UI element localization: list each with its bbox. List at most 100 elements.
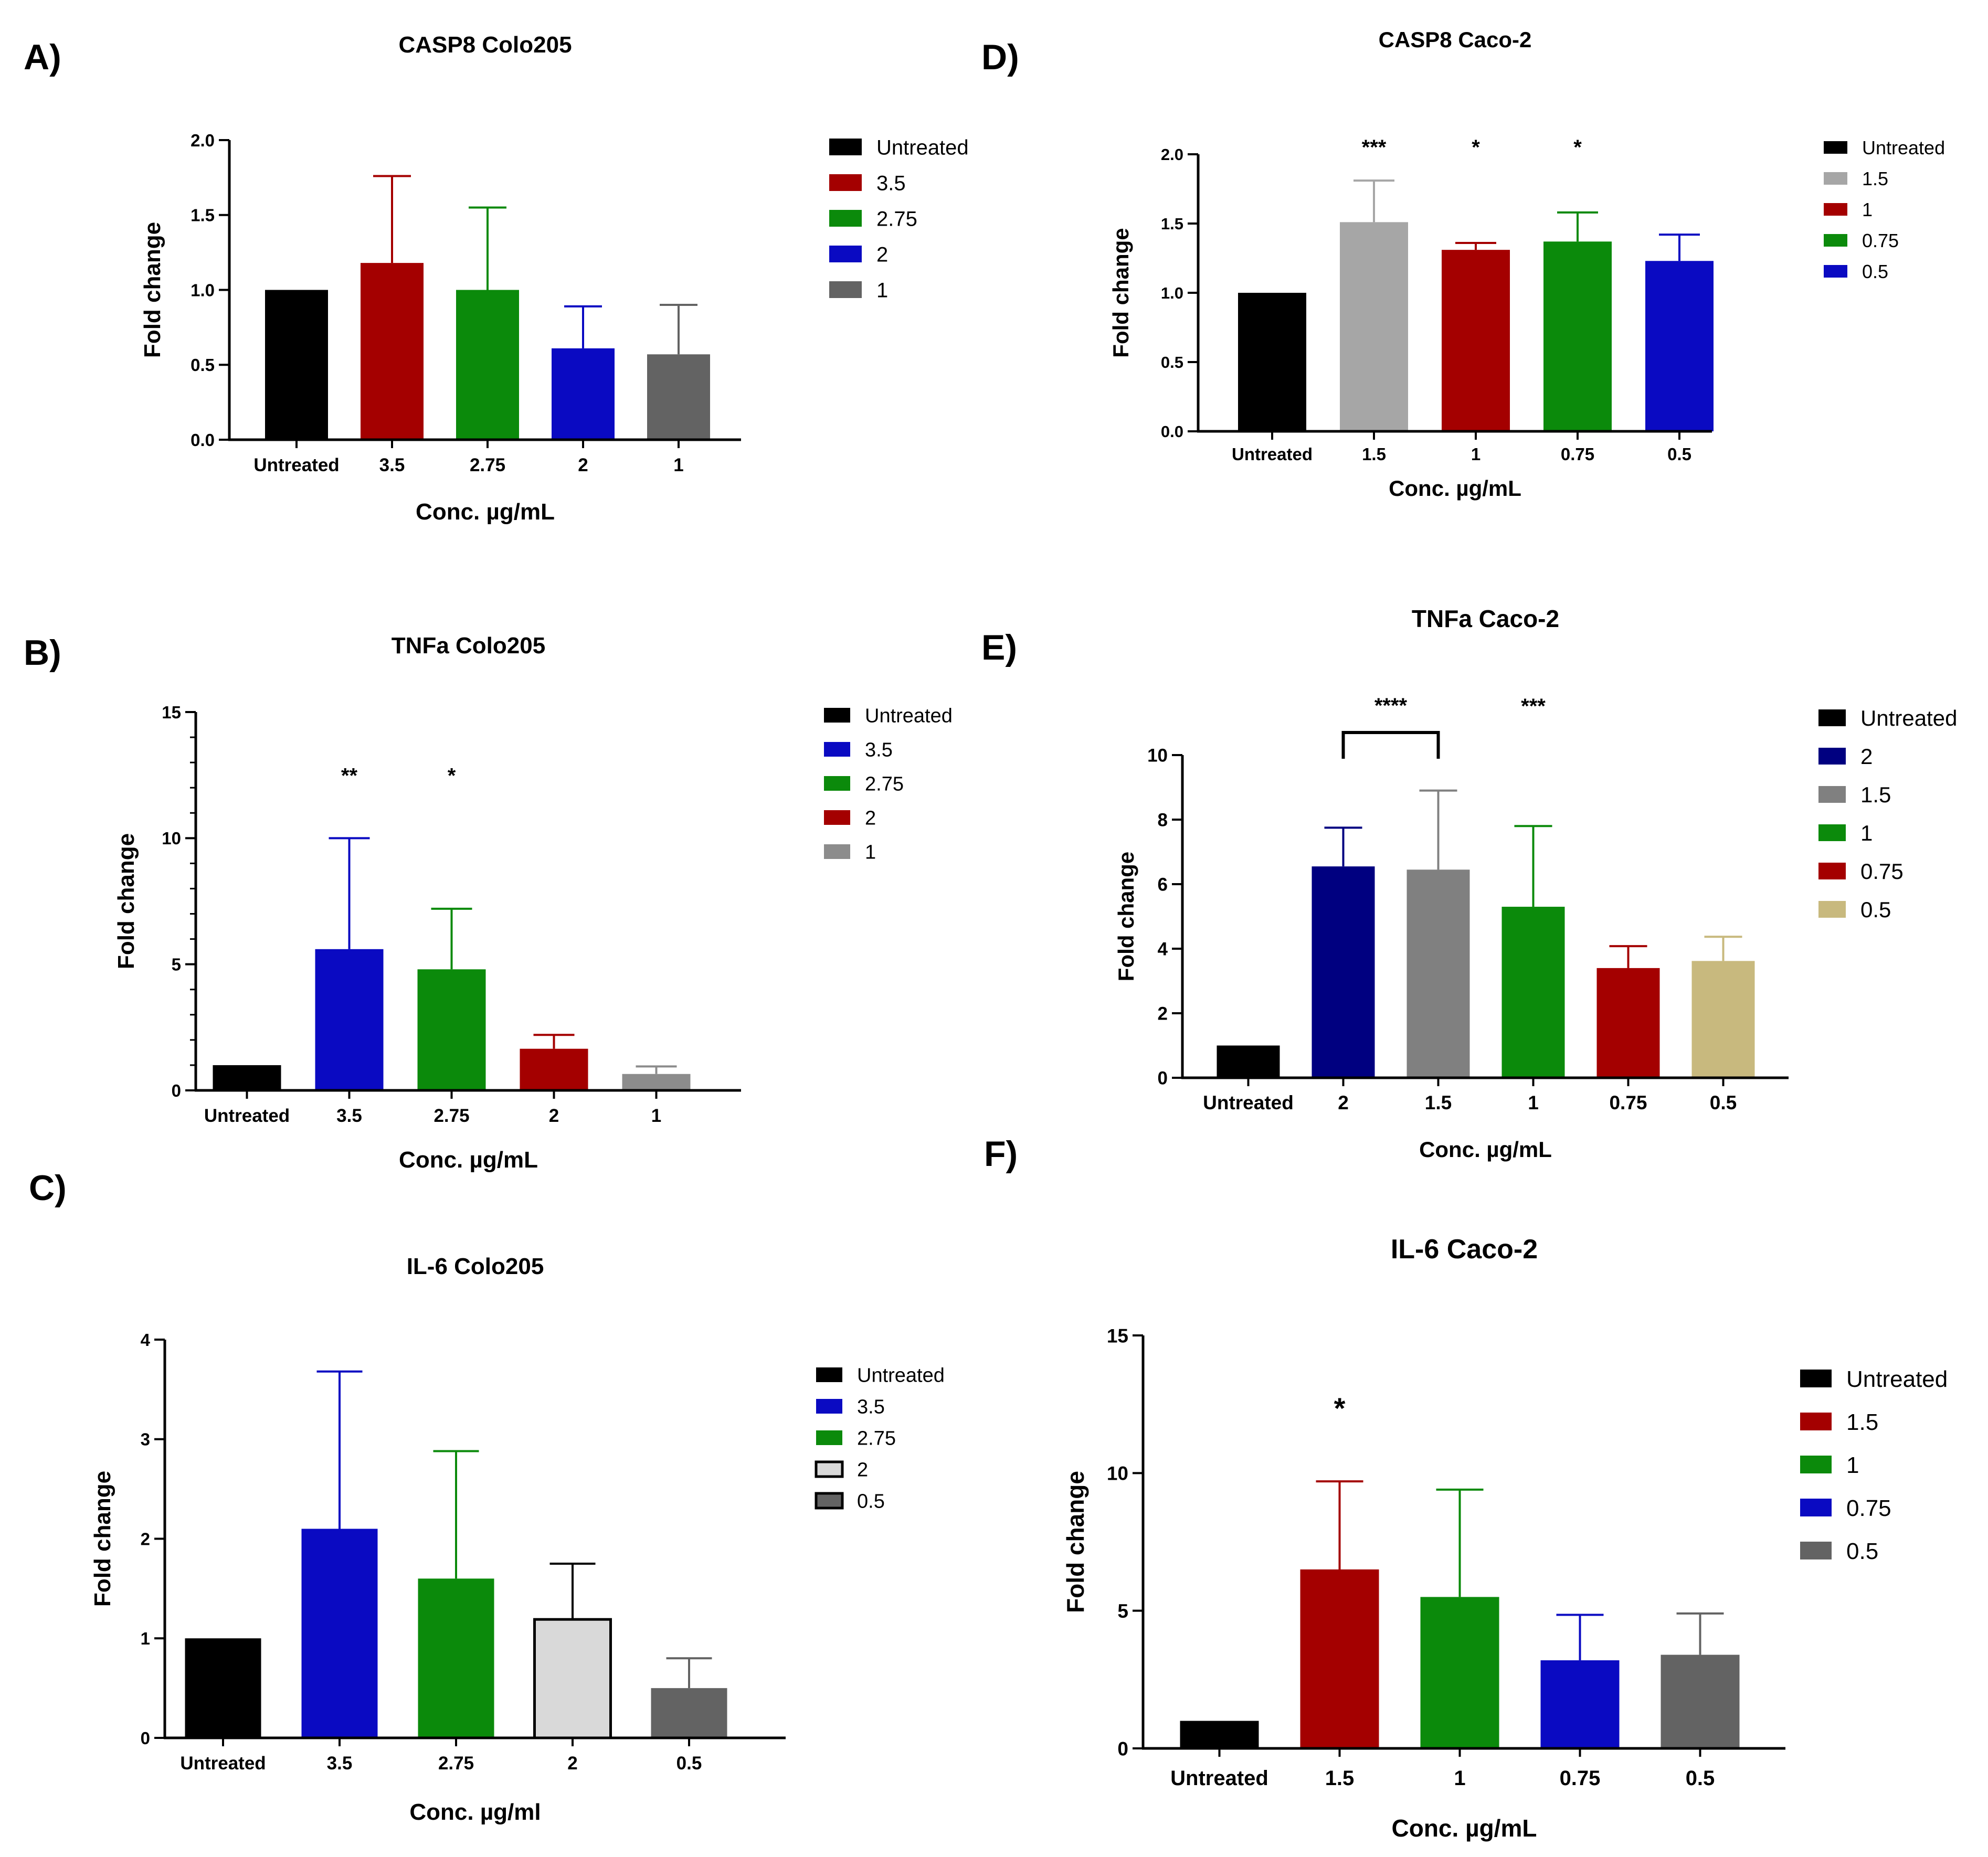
x-tick-label: 3.5 xyxy=(336,1106,362,1126)
bar xyxy=(1217,1045,1280,1078)
x-tick-label: 0.75 xyxy=(1560,1767,1601,1790)
x-tick-label: 1 xyxy=(1528,1092,1539,1113)
y-tick-label: 5 xyxy=(172,955,181,974)
chart-title: TNFa Caco-2 xyxy=(1412,605,1559,632)
x-tick-label: 3.5 xyxy=(327,1753,353,1774)
legend: Untreated 1.5 1 0.75 0.5 xyxy=(1800,1366,1948,1564)
significance-label: * xyxy=(1334,1392,1346,1425)
bar xyxy=(1645,261,1714,431)
x-tick-label: 2.75 xyxy=(470,455,505,475)
y-tick-label: 5 xyxy=(1117,1600,1128,1622)
bar xyxy=(1596,968,1660,1078)
legend-label: Untreated xyxy=(865,705,953,727)
bar xyxy=(1442,250,1510,431)
legend-label: 1.5 xyxy=(1860,782,1891,807)
bar xyxy=(533,1618,612,1739)
bar xyxy=(456,290,519,440)
y-tick-label: 1 xyxy=(141,1629,150,1648)
legend-swatch xyxy=(1818,863,1846,879)
bar xyxy=(361,263,424,440)
legend-label: 0.75 xyxy=(1862,230,1899,251)
legend-swatch xyxy=(1824,203,1847,216)
y-axis-label: Fold change xyxy=(1114,852,1138,981)
bar xyxy=(1420,1597,1499,1748)
legend-swatch xyxy=(1824,172,1847,185)
bar xyxy=(301,1529,378,1738)
x-tick-label: 1.5 xyxy=(1425,1092,1452,1113)
bar xyxy=(520,1048,588,1090)
x-tick-label: Untreated xyxy=(204,1106,290,1126)
bar xyxy=(1180,1721,1259,1748)
y-tick-label: 10 xyxy=(1147,746,1168,766)
x-tick-label: 1 xyxy=(651,1106,661,1126)
bar xyxy=(1340,222,1408,431)
y-tick-label: 1.0 xyxy=(1161,284,1183,302)
chart-panel-2: TNFa Colo205 0 5 10 15 Fold change Untreated 3.… xyxy=(113,633,953,1173)
x-tick-label: Untreated xyxy=(1170,1767,1268,1790)
legend-swatch xyxy=(815,1492,844,1510)
legend-label: 3.5 xyxy=(857,1396,885,1418)
legend-swatch xyxy=(1800,1456,1832,1473)
legend-swatch xyxy=(1818,709,1846,726)
x-tick-label: 2 xyxy=(567,1753,577,1774)
legend-label: Untreated xyxy=(1860,706,1957,730)
bar xyxy=(1501,907,1565,1078)
x-tick-label: 1 xyxy=(1454,1767,1465,1790)
y-axis-label: Fold change xyxy=(113,833,139,969)
panel-d-letter: D) xyxy=(981,37,1019,77)
legend-label: 2 xyxy=(865,808,876,830)
x-tick-label: 0.5 xyxy=(1667,444,1691,464)
y-tick-label: 1.5 xyxy=(1161,215,1183,233)
legend-swatch xyxy=(824,844,850,859)
legend-label: 0.75 xyxy=(1860,859,1904,884)
legend-swatch xyxy=(1824,234,1847,247)
x-tick-label: Untreated xyxy=(1203,1092,1294,1113)
x-tick-label: 0.5 xyxy=(1686,1767,1715,1790)
legend-label: 0.5 xyxy=(1860,897,1891,922)
y-tick-label: 2 xyxy=(1158,1004,1168,1024)
legend-label: Untreated xyxy=(876,136,969,159)
y-tick-label: 10 xyxy=(162,829,181,848)
y-tick-label: 2.0 xyxy=(191,131,215,150)
y-tick-label: 2 xyxy=(141,1529,150,1548)
legend-label: 2.75 xyxy=(857,1428,896,1450)
legend-swatch xyxy=(824,708,850,723)
x-axis-label: Conc. µg/mL xyxy=(1419,1137,1552,1162)
panel-e-letter: E) xyxy=(981,628,1017,667)
legend-swatch xyxy=(1800,1370,1832,1387)
y-tick-label: 1.0 xyxy=(191,280,215,300)
y-tick-label: 8 xyxy=(1158,810,1168,831)
legend-swatch xyxy=(1818,786,1846,803)
y-tick-label: 10 xyxy=(1107,1463,1128,1484)
legend: Untreated 3.5 2.75 2 0.5 xyxy=(815,1365,945,1513)
legend-swatch xyxy=(829,281,862,298)
legend-label: 1.5 xyxy=(1846,1409,1878,1435)
legend-swatch xyxy=(829,210,862,227)
significance-label: *** xyxy=(1362,136,1387,159)
bar xyxy=(185,1638,261,1738)
legend-swatch xyxy=(1818,824,1846,841)
bar xyxy=(1300,1569,1379,1748)
legend-swatch xyxy=(816,1399,842,1414)
significance-label: * xyxy=(448,765,456,788)
chart-panel-1: CASP8 Colo205 0.0 0.5 1.0 1.5 2.0 Fold change U… xyxy=(140,32,969,525)
bar xyxy=(1238,293,1306,431)
legend-swatch xyxy=(1824,265,1847,278)
legend-swatch xyxy=(829,139,862,155)
x-tick-label: Untreated xyxy=(253,455,339,475)
panel-f-letter: F) xyxy=(984,1134,1018,1174)
legend: Untreated 2 1.5 1 0.75 0.5 xyxy=(1818,706,1957,922)
legend-label: 3.5 xyxy=(876,172,906,195)
significance-label: **** xyxy=(1374,694,1408,717)
y-tick-label: 15 xyxy=(162,703,181,722)
y-tick-label: 0.5 xyxy=(1161,353,1183,372)
legend-label: 0.5 xyxy=(857,1491,885,1513)
bar xyxy=(651,1688,727,1738)
legend-label: 1 xyxy=(876,279,888,302)
y-tick-label: 6 xyxy=(1158,875,1168,895)
chart-title: IL-6 Colo205 xyxy=(407,1254,544,1279)
y-tick-label: 0 xyxy=(1158,1068,1168,1089)
significance-label: ** xyxy=(341,765,358,788)
y-tick-label: 3 xyxy=(141,1430,150,1449)
legend-label: 1 xyxy=(1846,1452,1859,1478)
